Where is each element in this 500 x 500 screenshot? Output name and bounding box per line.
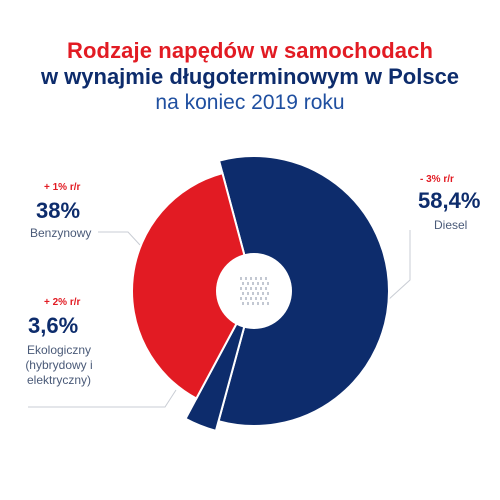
pattern-dot bbox=[262, 292, 264, 295]
pattern-dot bbox=[247, 282, 249, 285]
pattern-dot bbox=[265, 277, 267, 280]
pattern-dot bbox=[247, 292, 249, 295]
leader-lines bbox=[28, 230, 411, 408]
donut-hole bbox=[216, 253, 292, 329]
pattern-dot bbox=[267, 282, 269, 285]
pattern-dot bbox=[252, 302, 254, 305]
change-benzynowy: + 1% r/r bbox=[44, 182, 81, 193]
pattern-dot bbox=[250, 297, 252, 300]
leader-line-ekologiczny bbox=[28, 389, 177, 408]
pattern-dot bbox=[265, 287, 267, 290]
slice-ekologiczny bbox=[184, 290, 255, 433]
pattern-dot bbox=[257, 302, 259, 305]
center-pattern-icon bbox=[240, 277, 269, 305]
pattern-dot bbox=[262, 282, 264, 285]
pattern-dot bbox=[240, 277, 242, 280]
pattern-dot bbox=[250, 287, 252, 290]
pattern-dot bbox=[242, 302, 244, 305]
pattern-dot bbox=[250, 277, 252, 280]
pattern-dot bbox=[265, 297, 267, 300]
pattern-dot bbox=[245, 287, 247, 290]
pattern-dot bbox=[255, 297, 257, 300]
value-benzynowy: 38% bbox=[36, 198, 81, 223]
pattern-dot bbox=[260, 287, 262, 290]
leader-line-benzynowy bbox=[98, 231, 141, 246]
pattern-dot bbox=[267, 292, 269, 295]
pattern-dot bbox=[252, 292, 254, 295]
pattern-dot bbox=[245, 297, 247, 300]
pattern-dot bbox=[257, 282, 259, 285]
change-ekologiczny: + 2% r/r bbox=[44, 297, 81, 308]
slice-diesel bbox=[217, 155, 391, 427]
pattern-dot bbox=[247, 302, 249, 305]
label-diesel: Diesel bbox=[434, 218, 468, 232]
pattern-dot bbox=[245, 277, 247, 280]
pattern-dot bbox=[260, 277, 262, 280]
title-line-2: w wynajmie długoterminowym w Polsce bbox=[40, 64, 460, 89]
pattern-dot bbox=[255, 277, 257, 280]
pattern-dot bbox=[240, 287, 242, 290]
value-ekologiczny: 3,6% bbox=[28, 313, 79, 338]
pattern-dot bbox=[255, 287, 257, 290]
change-diesel: - 3% r/r bbox=[420, 174, 454, 185]
title-line-1: Rodzaje napędów w samochodach bbox=[67, 38, 433, 63]
title-line-3: na koniec 2019 roku bbox=[155, 91, 345, 114]
pattern-dot bbox=[267, 302, 269, 305]
slice-benzynowy bbox=[131, 171, 256, 400]
pattern-dot bbox=[262, 302, 264, 305]
chart-title: Rodzaje napędów w samochodach w wynajmie… bbox=[0, 38, 500, 116]
pattern-dot bbox=[260, 297, 262, 300]
label-ekologiczny: Ekologiczny (hybrydowy i elektryczny) bbox=[25, 343, 93, 387]
label-benzynowy: Benzynowy bbox=[30, 226, 92, 240]
pattern-dot bbox=[242, 282, 244, 285]
pattern-dot bbox=[257, 292, 259, 295]
leader-line-diesel bbox=[387, 230, 411, 301]
value-diesel: 58,4% bbox=[418, 188, 481, 213]
pattern-dot bbox=[240, 297, 242, 300]
pattern-dot bbox=[252, 282, 254, 285]
pattern-dot bbox=[242, 292, 244, 295]
pie-slices bbox=[131, 155, 391, 433]
